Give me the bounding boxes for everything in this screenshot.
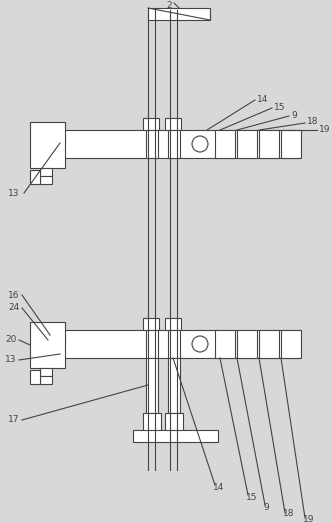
Text: 9: 9	[263, 503, 269, 511]
Bar	[281, 130, 301, 158]
Bar	[165, 318, 181, 330]
Text: 9: 9	[291, 110, 297, 119]
Bar	[165, 413, 183, 435]
Bar	[237, 130, 257, 158]
Text: 19: 19	[303, 515, 314, 523]
Bar	[165, 118, 181, 130]
Circle shape	[192, 136, 208, 152]
Text: 15: 15	[274, 103, 286, 111]
Bar	[30, 122, 65, 168]
Bar	[30, 322, 65, 368]
Bar	[237, 330, 257, 358]
Bar	[30, 370, 40, 384]
Bar	[133, 430, 218, 442]
Text: 2: 2	[166, 1, 172, 9]
Bar	[259, 330, 279, 358]
Bar	[143, 413, 161, 435]
Text: 19: 19	[319, 126, 330, 134]
Bar	[40, 176, 52, 184]
Circle shape	[192, 336, 208, 352]
Bar	[168, 330, 180, 358]
Text: 24: 24	[8, 303, 19, 313]
Text: 18: 18	[283, 509, 294, 518]
Text: 20: 20	[5, 335, 16, 345]
Bar	[168, 130, 180, 158]
Bar	[143, 318, 159, 330]
Bar	[143, 118, 159, 130]
Text: 14: 14	[213, 483, 224, 492]
Bar	[168, 358, 180, 413]
Text: 14: 14	[257, 95, 268, 104]
Text: 16: 16	[8, 290, 20, 300]
Bar	[146, 130, 158, 158]
Bar	[40, 376, 52, 384]
Bar	[40, 368, 52, 376]
Bar	[148, 8, 210, 20]
Bar	[60, 330, 300, 358]
Bar	[281, 330, 301, 358]
Bar	[259, 130, 279, 158]
Bar	[40, 168, 52, 176]
Bar	[55, 333, 65, 345]
Text: 13: 13	[5, 356, 17, 365]
Bar	[146, 358, 158, 413]
Text: 18: 18	[307, 118, 318, 127]
Bar	[60, 130, 300, 158]
Text: 13: 13	[8, 188, 20, 198]
Bar	[146, 330, 158, 358]
Bar	[215, 330, 235, 358]
Text: 17: 17	[8, 415, 20, 425]
Bar	[215, 130, 235, 158]
Text: 15: 15	[246, 493, 258, 502]
Bar	[55, 133, 65, 145]
Bar	[30, 170, 40, 184]
